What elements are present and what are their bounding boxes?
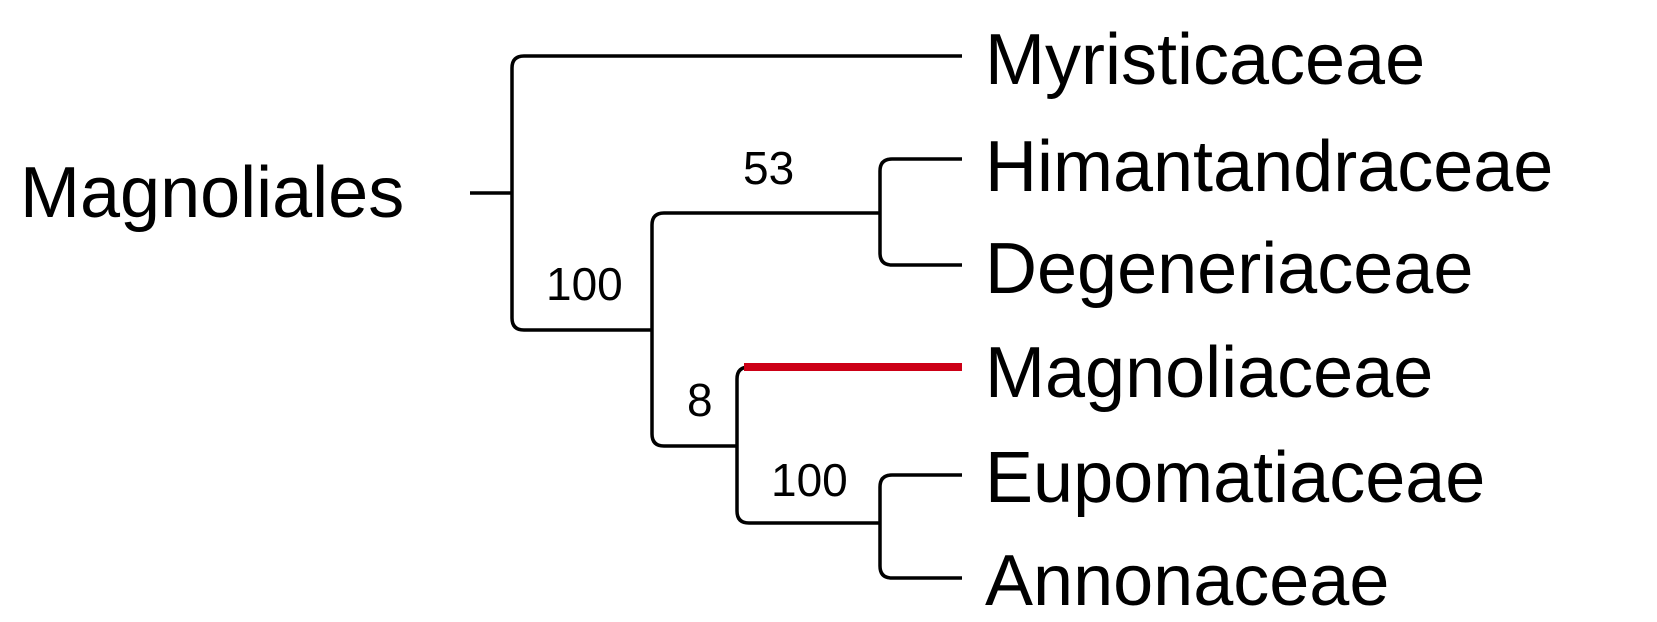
node-c-bracket	[735, 365, 880, 525]
support-value-8: 8	[687, 374, 713, 426]
root-node-bracket	[510, 54, 962, 332]
node-a-bracket	[650, 211, 880, 448]
taxon-label-himantandraceae: Himantandraceae	[985, 127, 1553, 207]
support-value-100-lower: 100	[771, 454, 848, 506]
node-b-bracket	[878, 157, 962, 267]
root-label: Magnoliales	[20, 153, 404, 233]
taxon-label-magnoliaceae: Magnoliaceae	[985, 333, 1433, 413]
taxon-label-degeneriaceae: Degeneriaceae	[985, 229, 1473, 309]
taxon-label-annonaceae: Annonaceae	[985, 541, 1389, 621]
taxon-label-eupomatiaceae: Eupomatiaceae	[985, 438, 1485, 518]
support-value-100-upper: 100	[546, 258, 623, 310]
taxon-label-myristicaceae: Myristicaceae	[985, 20, 1425, 100]
support-value-53: 53	[743, 142, 794, 194]
node-d-bracket	[878, 473, 962, 580]
